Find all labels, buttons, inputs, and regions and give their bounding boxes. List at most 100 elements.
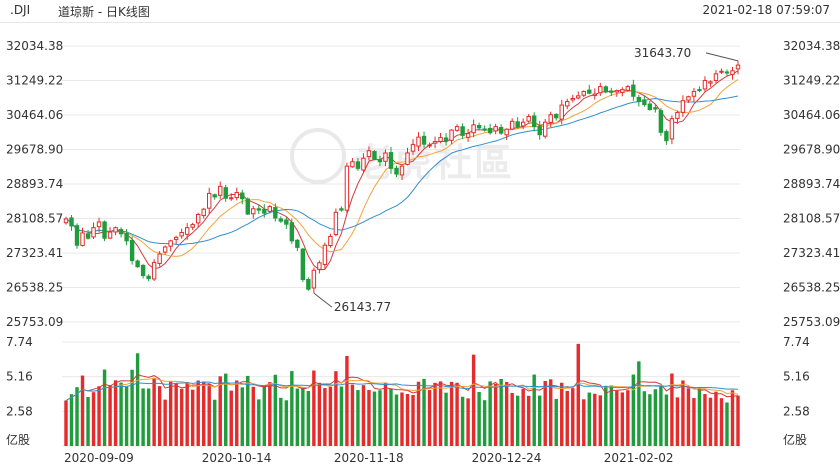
price-tick-label: 27323.41 (6, 246, 63, 260)
candle (223, 184, 228, 202)
volume-bar (224, 373, 228, 446)
volume-bar (708, 397, 713, 446)
candle (311, 267, 317, 294)
candle (140, 264, 146, 279)
volume-bar (422, 378, 426, 446)
volume-bar (587, 392, 591, 446)
candle (289, 218, 295, 244)
date-axis: 2020-09-09 2020-10-14 2020-11-18 2020-12-24… (64, 451, 674, 465)
ma10-line (65, 79, 739, 257)
candle (493, 123, 498, 135)
candle (460, 123, 465, 140)
volume-bar (493, 383, 498, 446)
volume-bar (416, 381, 421, 446)
volume-bar (703, 394, 707, 446)
volume-bar (317, 382, 322, 446)
candle (658, 108, 664, 136)
price-tick-label: 26538.25 (783, 281, 840, 295)
volume-bar (400, 392, 404, 446)
volume-bar (488, 381, 492, 446)
candle (295, 239, 300, 252)
candle (487, 123, 493, 135)
volume-bar (631, 374, 636, 446)
volume-bar (438, 381, 443, 446)
price-tick-label: 25753.09 (783, 315, 840, 329)
candle (195, 212, 201, 228)
candle (531, 112, 537, 132)
candle (471, 119, 476, 138)
candle (102, 220, 107, 242)
volume-bar (499, 378, 503, 446)
volume-ma20-line (65, 381, 739, 401)
volume-bar (372, 391, 377, 446)
candle (509, 118, 515, 131)
volume-bar (653, 389, 658, 446)
candle (179, 228, 184, 239)
volume-bar (356, 390, 360, 446)
volume-bar (504, 381, 509, 446)
volume-bar (108, 385, 112, 446)
volume-bar (692, 398, 696, 446)
candle (598, 82, 603, 96)
volume-bar (389, 388, 393, 446)
volume-bar (565, 390, 569, 446)
volume-bar (549, 379, 553, 446)
volume-bar (201, 381, 206, 446)
volume-bar (664, 394, 669, 446)
low-annotation: 26143.77 (334, 300, 391, 314)
candle (328, 233, 333, 248)
volume-bar (113, 380, 118, 446)
candle (537, 120, 542, 140)
volume-bar (246, 375, 250, 446)
candle (642, 95, 647, 107)
candle (702, 76, 708, 92)
volume-bar (620, 392, 625, 446)
candle (190, 222, 195, 231)
candle (344, 162, 350, 215)
annotations: 31643.70 26143.77 (313, 46, 739, 314)
volume-bar (152, 377, 156, 446)
candle (184, 222, 190, 240)
candle (96, 217, 102, 233)
volume-bar (449, 381, 454, 446)
volume-bar (444, 392, 448, 446)
candle (482, 125, 487, 132)
volume-bar (124, 386, 129, 446)
candle (388, 146, 394, 174)
volume-bar (97, 386, 101, 446)
candle (366, 146, 372, 161)
candle (234, 187, 239, 201)
volume-bar (642, 391, 647, 446)
candle (526, 114, 531, 123)
volume-bar (736, 395, 740, 446)
price-tick-label: 32034.38 (783, 39, 840, 53)
candle (256, 204, 261, 215)
volume-bar (394, 394, 399, 446)
volume-bar (130, 369, 134, 446)
volume-bar (141, 388, 145, 446)
price-tick-label: 31249.22 (6, 74, 63, 88)
price-tick-label: 28108.57 (783, 212, 840, 226)
volume-bar (637, 361, 641, 446)
volume-bar (686, 388, 691, 446)
volume-bar (598, 395, 603, 446)
volume-tick-label: 7.74 (783, 335, 810, 349)
candle (713, 70, 719, 84)
candle (576, 91, 581, 100)
volume-bar (64, 400, 68, 446)
volume-bar (240, 387, 244, 446)
volume-bar (593, 393, 597, 446)
candle (405, 147, 410, 166)
volume-bar (510, 392, 514, 446)
volume-bar (86, 396, 90, 446)
candle (432, 136, 438, 149)
candle (322, 242, 328, 269)
candle (339, 206, 344, 212)
volume-bar (185, 382, 189, 446)
candle (675, 110, 680, 124)
candle (620, 87, 625, 97)
candle (708, 80, 713, 87)
volume-bar (615, 390, 619, 446)
volume-bar (604, 385, 608, 446)
volume-bar (168, 380, 173, 446)
